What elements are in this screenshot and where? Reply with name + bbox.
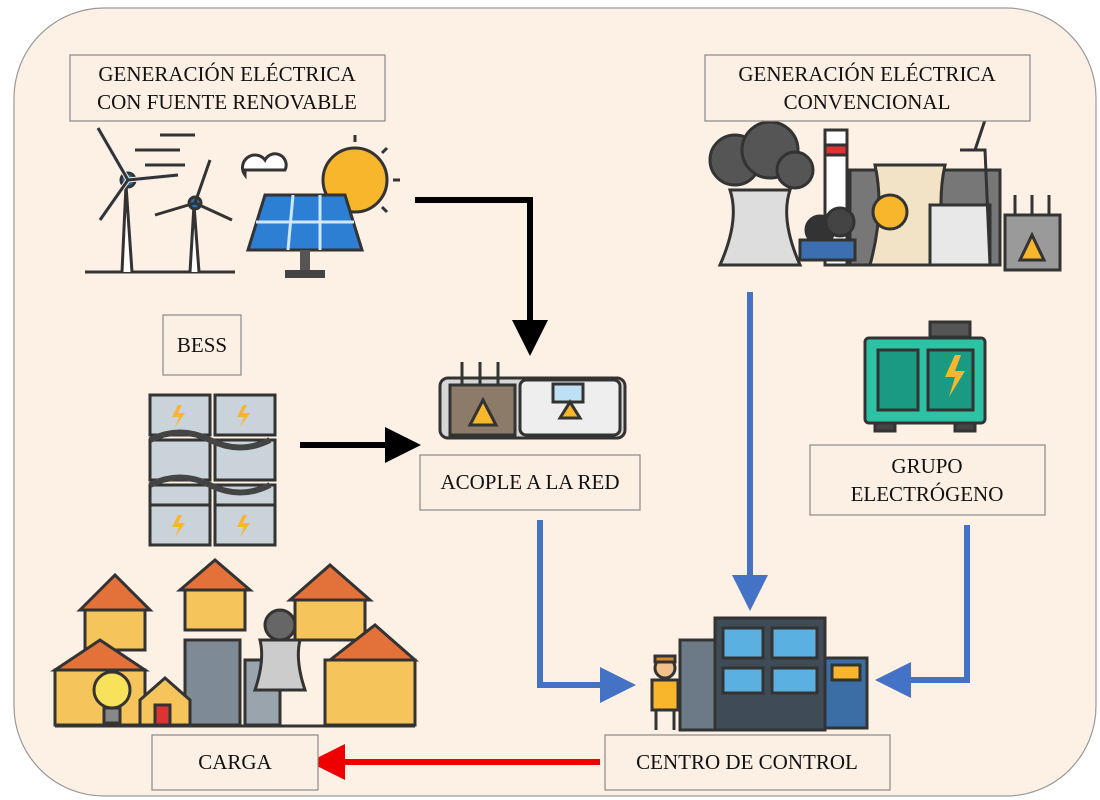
label-line: CARGA [198, 750, 272, 774]
node-label: BESS [177, 333, 227, 357]
label-line: ELECTRÓGENO [851, 482, 1004, 506]
label-line: CENTRO DE CONTROL [636, 750, 858, 774]
label-line: GRUPO [891, 454, 962, 478]
label-line: ACOPLE A LA RED [440, 470, 619, 494]
label-line: BESS [177, 333, 227, 357]
node-label: ACOPLE A LA RED [440, 470, 619, 494]
label-line: CON FUENTE RENOVABLE [97, 90, 357, 114]
node-label: CARGA [198, 750, 272, 774]
label-line: GENERACIÓN ELÉCTRICA [98, 62, 356, 86]
generator-icon [865, 322, 985, 431]
label-line: GENERACIÓN ELÉCTRICA [738, 62, 996, 86]
label-line: CONVENCIONAL [784, 90, 951, 114]
diagram: GENERACIÓN ELÉCTRICA CON FUENTE RENOVABLE… [0, 0, 1100, 800]
node-label: CENTRO DE CONTROL [636, 750, 858, 774]
